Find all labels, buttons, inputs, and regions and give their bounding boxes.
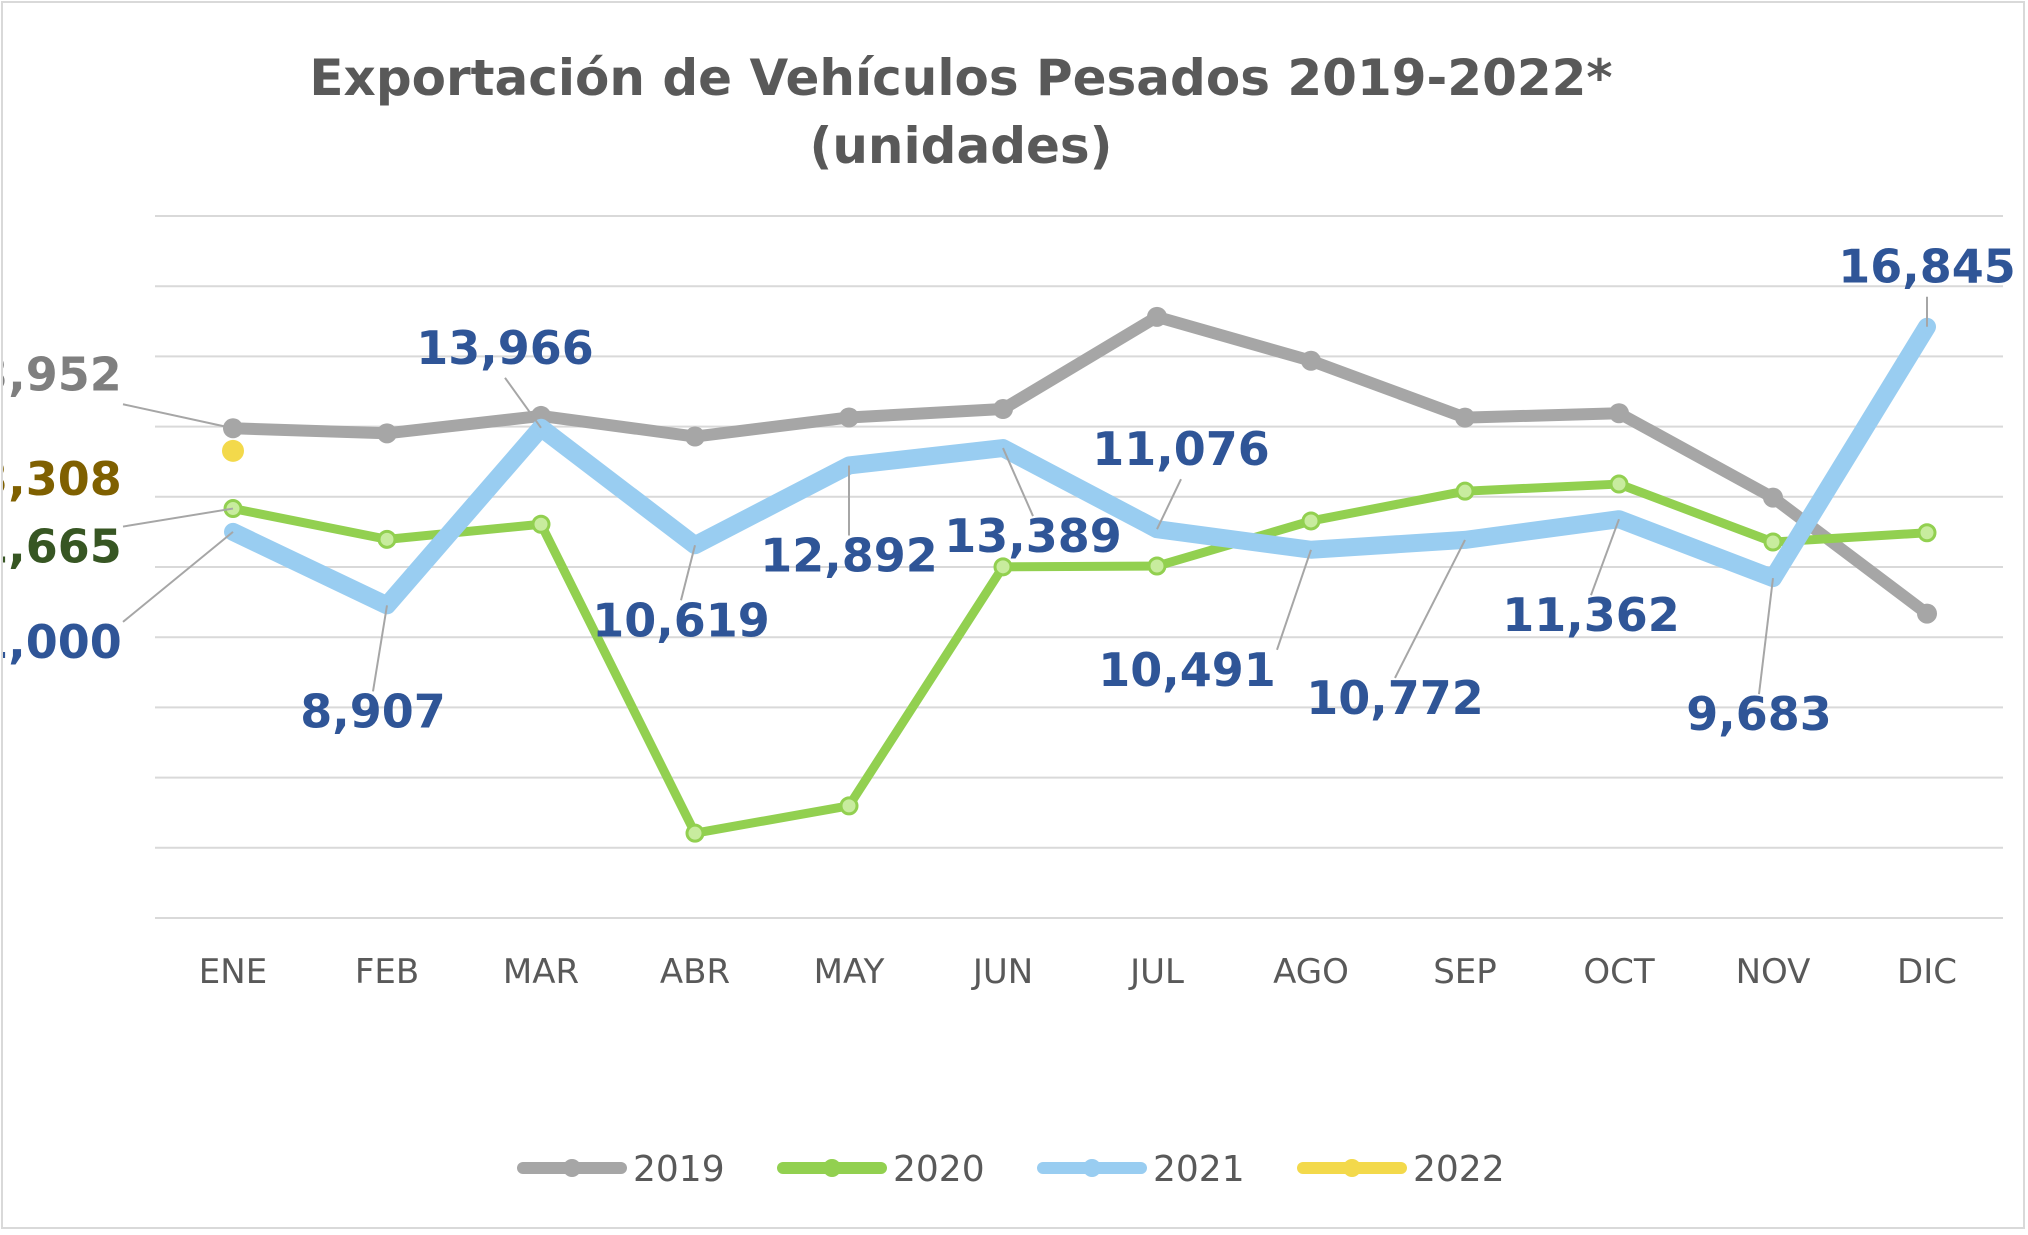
legend-label-2020: 2020 [893,1149,985,1190]
leader-line [1002,447,1034,517]
legend-marker-2022 [1343,1159,1361,1177]
data-point-2020 [1609,474,1629,494]
x-tick-label: ABR [660,952,730,992]
data-point-2019 [993,399,1013,420]
legend-label-2021: 2021 [1153,1149,1245,1190]
x-tick-label: DIC [1897,952,1957,992]
data-point-2020 [1917,523,1937,543]
label-leader-lines [122,296,1928,695]
x-tick-label: NOV [1736,952,1811,992]
leader-line [122,403,234,430]
data-point-2019 [1147,306,1167,327]
legend-label-2019: 2019 [633,1149,725,1190]
series-line-2019 [227,310,1933,620]
series-line-2020 [228,479,1932,838]
x-tick-label: AGO [1273,952,1349,992]
leader-line [1590,518,1620,596]
leader-line [1758,578,1774,695]
data-point-2019 [1301,350,1321,371]
data-label-2021: 12,892 [760,528,938,582]
chart-title: Exportación de Vehículos Pesados 2019-20… [309,49,1612,107]
data-point-2019 [377,423,397,444]
x-tick-label: JUN [971,952,1033,992]
x-axis-ticks: ENE FEB MAR ABR MAY JUN JUL AGO SEP OCT NOV DIC [199,952,1957,992]
series-lines [222,306,1937,843]
data-point-2022 [222,439,244,462]
leader-line [1394,539,1466,679]
legend-marker-2019 [563,1159,581,1177]
data-label-2021: 16,845 [1838,240,2016,294]
leader-line [504,377,542,429]
data-point-2020 [1147,556,1167,576]
x-tick-label: SEP [1433,952,1497,992]
data-label-2020: 11,665 [3,520,122,574]
data-label-2021: 11,362 [1502,588,1680,642]
x-tick-label: OCT [1583,952,1655,992]
data-label-2021: 13,389 [944,509,1122,563]
x-tick-label: ENE [199,952,267,992]
data-point-2019 [1917,603,1937,624]
data-point-2019 [1609,403,1629,424]
data-label-2021: 10,619 [592,593,770,647]
line-chart: Exportación de Vehículos Pesados 2019-20… [3,49,2016,1190]
data-point-2019 [1455,407,1475,428]
data-label-2021: 8,907 [300,684,446,738]
data-labels: 13,952 11,665 11,000 8,907 13,966 10,619 12,89… [3,240,2016,741]
legend: 2019 2020 2021 2022 [517,1149,1505,1190]
legend-label-2022: 2022 [1413,1149,1505,1190]
leader-line [1156,478,1182,530]
legend-marker-2021 [1083,1159,1101,1177]
data-point-2020 [1301,511,1321,531]
data-point-2020 [1763,532,1783,552]
data-label-2021: 13,966 [416,321,594,375]
data-label-2021: 10,772 [1306,671,1484,725]
x-tick-label: FEB [355,952,419,992]
data-label-2021: 9,683 [1686,687,1832,741]
leader-line [1276,549,1312,651]
x-tick-label: MAY [814,952,885,992]
x-tick-label: MAR [503,952,579,992]
data-label-2022: 13,308 [3,452,122,506]
x-tick-label: JUL [1128,952,1184,992]
data-label-2019: 13,952 [3,347,122,401]
data-point-2020 [993,557,1013,577]
data-point-2019 [839,407,859,428]
data-point-2020 [377,529,397,549]
data-point-2019 [1763,487,1783,508]
data-label-2021: 10,491 [1098,643,1276,697]
data-point-2020 [1455,481,1475,501]
data-point-2020 [531,514,551,534]
legend-marker-2020 [823,1159,841,1177]
data-label-2021: 11,076 [1092,422,1270,476]
leader-line [372,605,388,692]
data-point-2020 [839,796,859,816]
data-label-2021: 11,000 [3,615,122,669]
series-line-2021 [224,317,1936,615]
leader-line [122,507,234,528]
data-point-2020 [685,823,705,843]
leader-line [122,531,234,623]
data-point-2019 [685,426,705,447]
leader-line [680,545,696,601]
chart-subtitle: (unidades) [809,117,1112,175]
